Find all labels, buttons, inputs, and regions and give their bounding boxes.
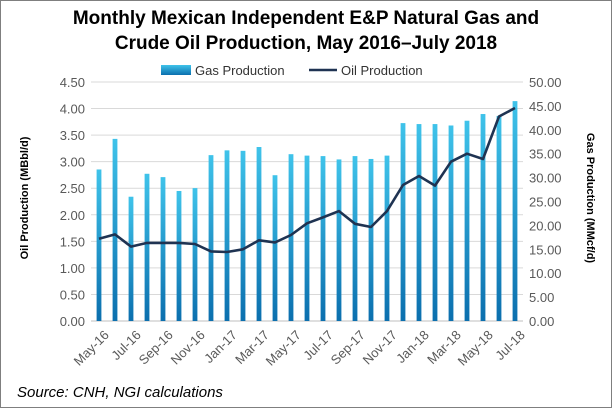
- gas-bar: [384, 155, 390, 321]
- y-left-tick-label: 0.00: [60, 314, 85, 329]
- gas-bar: [256, 147, 262, 321]
- y-left-tick-label: 1.50: [60, 234, 85, 249]
- gas-bar: [496, 115, 502, 321]
- oil-line: [98, 106, 516, 254]
- y-right-tick-labels: 0.00 5.00 10.00 15.00 20.00 25.00 30.00 35.00 40…: [529, 75, 562, 329]
- y-right-tick-label: 45.00: [529, 99, 562, 114]
- gas-bar: [320, 156, 326, 321]
- gas-bar: [368, 158, 374, 321]
- gas-bar: [112, 138, 118, 321]
- gas-bar: [272, 175, 278, 321]
- gas-bar: [352, 156, 358, 321]
- x-tick-label: Nov-17: [360, 327, 400, 367]
- gas-bar: [432, 124, 438, 322]
- chart-title-line2: Crude Oil Production, May 2016–July 2018: [115, 33, 497, 54]
- y-left-tick-label: 4.00: [60, 102, 85, 117]
- y-right-tick-label: 10.00: [529, 266, 562, 281]
- gas-bar: [224, 150, 230, 321]
- gas-bar: [192, 188, 198, 321]
- x-tick-label: May-17: [263, 327, 304, 368]
- gas-bar: [128, 196, 134, 321]
- gas-bar: [96, 169, 102, 321]
- gas-bar: [208, 155, 214, 321]
- y-right-tick-label: 15.00: [529, 242, 562, 257]
- y-right-tick-label: 40.00: [529, 123, 562, 138]
- gas-bar: [240, 150, 246, 321]
- y-right-tick-label: 5.00: [529, 290, 554, 305]
- legend-oil-label: Oil Production: [341, 63, 423, 78]
- gas-bar: [512, 101, 518, 322]
- x-tick-label: Sep-17: [328, 327, 368, 367]
- gas-bar: [304, 155, 310, 321]
- y-left-tick-label: 2.50: [60, 181, 85, 196]
- source-note: Source: CNH, NGI calculations: [17, 384, 223, 401]
- y-right-tick-label: 50.00: [529, 75, 562, 90]
- y-left-tick-label: 4.50: [60, 75, 85, 90]
- gas-bar: [288, 154, 294, 321]
- x-tick-label: Jan-17: [201, 327, 240, 366]
- x-tick-label: May-18: [455, 327, 496, 368]
- legend-gas-swatch: [161, 65, 191, 75]
- x-tick-labels: May-16Jul-16Sep-16Nov-16Jan-17Mar-17May-…: [71, 327, 528, 368]
- y-left-tick-label: 0.50: [60, 287, 85, 302]
- gas-bars: [96, 101, 518, 322]
- x-tick-label: Nov-16: [168, 327, 208, 367]
- gas-bar: [480, 114, 486, 321]
- gas-bar: [144, 173, 150, 321]
- y-right-tick-label: 30.00: [529, 171, 562, 186]
- y-axis-left-label: Oil Production (MBbl/d): [19, 136, 31, 259]
- x-tick-label: Jul-18: [492, 327, 528, 363]
- legend: Gas Production Oil Production: [161, 63, 423, 78]
- y-right-tick-label: 20.00: [529, 218, 562, 233]
- y-left-tick-label: 2.00: [60, 208, 85, 223]
- y-left-tick-label: 3.00: [60, 155, 85, 170]
- oil-line-series: [98, 106, 516, 254]
- x-tick-label: Sep-16: [136, 327, 176, 367]
- gas-bar: [416, 124, 422, 322]
- legend-gas-label: Gas Production: [195, 63, 285, 78]
- y-left-tick-label: 1.00: [60, 261, 85, 276]
- gas-bar: [160, 177, 166, 321]
- y-left-tick-labels: 0.00 0.50 1.00 1.50 2.00 2.50 3.00 3.50 4.00 4.50: [60, 75, 85, 329]
- gas-bar: [400, 123, 406, 321]
- y-right-tick-label: 0.00: [529, 314, 554, 329]
- gas-bar: [448, 125, 454, 321]
- gas-bar: [464, 120, 470, 321]
- gas-bar: [176, 190, 182, 321]
- x-tick-label: Jan-18: [393, 327, 432, 366]
- chart-title-line1: Monthly Mexican Independent E&P Natural …: [73, 8, 539, 29]
- y-left-tick-label: 3.50: [60, 128, 85, 143]
- y-right-tick-label: 35.00: [529, 147, 562, 162]
- gas-bar: [336, 159, 342, 321]
- y-right-tick-label: 25.00: [529, 195, 562, 210]
- x-tick-label: May-16: [71, 327, 112, 368]
- y-axis-right-label: Gas Production (MMcf/d): [584, 133, 596, 264]
